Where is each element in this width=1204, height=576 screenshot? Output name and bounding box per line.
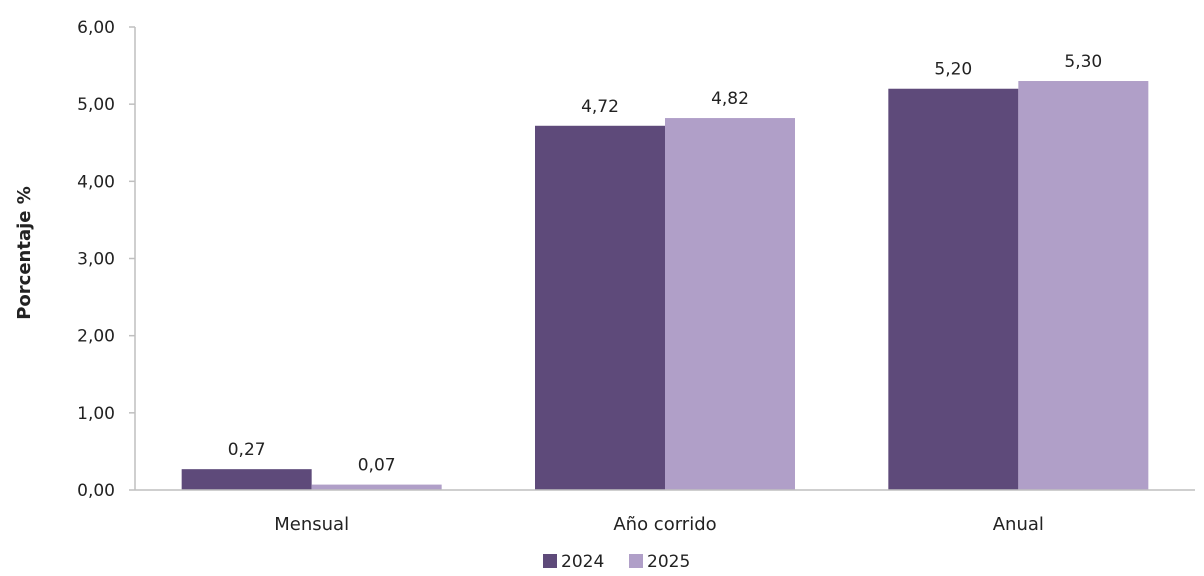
bars <box>181 81 1149 491</box>
bar-2025-2 <box>1018 81 1149 491</box>
data-label: 5,30 <box>1064 52 1102 72</box>
data-label: 5,20 <box>934 60 972 80</box>
bar-2024-0 <box>181 469 312 490</box>
legend: 2024 2025 <box>543 552 690 572</box>
x-axis-categories: Mensual Año corrido Anual <box>274 514 1044 535</box>
y-tick-label: 5,00 <box>77 95 115 115</box>
x-category-label: Mensual <box>274 514 349 535</box>
y-axis-ticks: 0,00 1,00 2,00 3,00 4,00 5,00 6,00 <box>77 18 135 501</box>
bar-2025-1 <box>665 118 795 490</box>
legend-label: 2024 <box>561 552 604 572</box>
y-tick-label: 0,00 <box>77 481 115 501</box>
data-labels: 0,27 0,07 4,72 4,82 5,20 5,30 <box>228 52 1103 476</box>
x-category-label: Anual <box>993 514 1044 535</box>
data-label: 0,07 <box>358 456 396 476</box>
x-category-label: Año corrido <box>613 514 716 535</box>
bar-2025-0 <box>311 484 442 490</box>
y-tick-label: 6,00 <box>77 18 115 38</box>
legend-label: 2025 <box>647 552 690 572</box>
y-tick-label: 2,00 <box>77 327 115 347</box>
y-axis-title: Porcentaje % <box>14 186 35 320</box>
bar-2024-2 <box>888 88 1019 490</box>
y-tick-label: 4,00 <box>77 172 115 192</box>
data-label: 0,27 <box>228 440 266 460</box>
legend-swatch <box>543 554 557 568</box>
legend-swatch <box>629 554 643 568</box>
data-label: 4,72 <box>581 97 619 117</box>
y-tick-label: 3,00 <box>77 250 115 270</box>
bar-2024-1 <box>535 125 665 491</box>
data-label: 4,82 <box>711 89 749 109</box>
y-tick-label: 1,00 <box>77 404 115 424</box>
